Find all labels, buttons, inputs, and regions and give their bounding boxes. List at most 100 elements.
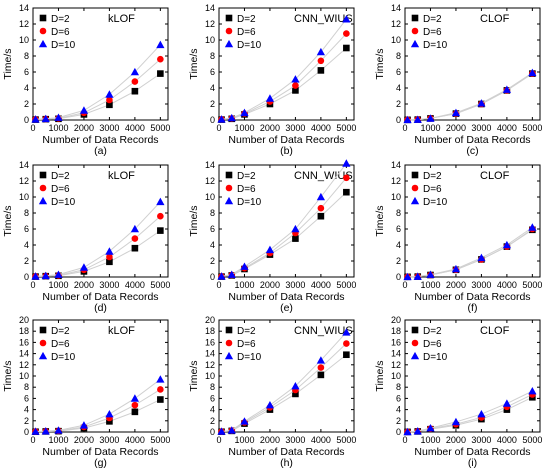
x-axis-title: Number of Data Records: [42, 446, 158, 458]
x-axis-title: Number of Data Records: [414, 446, 530, 458]
series-line-D2: [407, 396, 533, 433]
legend-marker-D6: [225, 184, 233, 192]
x-tick-label: 1000: [234, 123, 254, 133]
x-tick-label: 2000: [74, 280, 94, 290]
y-tick-label: 6: [210, 224, 215, 234]
y-tick-label: 14: [19, 160, 29, 170]
x-tick-label: 2000: [446, 280, 466, 290]
data-point-D10: [291, 224, 300, 233]
chart-title: CLOF: [480, 325, 510, 337]
data-point-D10: [528, 68, 537, 77]
data-point-D6: [106, 96, 113, 104]
data-point-D10: [451, 417, 461, 426]
legend-label: D=10: [237, 40, 262, 51]
y-tick-label: 4: [396, 405, 401, 415]
data-point-D10: [105, 409, 114, 418]
x-tick-label: 5000: [336, 280, 356, 290]
x-tick-label: 4000: [311, 123, 331, 133]
y-tick-label: 0: [24, 272, 29, 282]
data-point-D10: [502, 85, 512, 93]
series-line-D6: [35, 389, 161, 433]
y-tick-label: 4: [210, 240, 215, 250]
panel-label: (g): [94, 457, 107, 469]
data-point-D10: [79, 421, 89, 429]
panel-label: (a): [94, 145, 107, 157]
data-point-D10: [79, 263, 89, 271]
legend-marker-D6: [225, 27, 233, 35]
plot-frame: [404, 7, 541, 121]
data-point-D10: [426, 270, 435, 278]
y-tick-label: 20: [391, 315, 401, 325]
y-axis-title: Time/s: [374, 48, 386, 79]
panel-label: (f): [468, 302, 478, 314]
x-tick-label: 2000: [74, 435, 94, 445]
y-tick-label: 8: [24, 382, 29, 392]
legend-marker-D6: [411, 339, 419, 347]
panel-label: (e): [280, 302, 293, 314]
series-line-D2: [35, 399, 161, 433]
y-tick-label: 10: [205, 371, 215, 381]
series-line-D2: [221, 354, 347, 433]
legend-label: D=2: [423, 171, 442, 182]
data-point-D2: [157, 70, 164, 77]
x-tick-label: 0: [30, 123, 35, 133]
series-line-D10: [407, 72, 533, 121]
legend-marker-D10: [224, 196, 234, 205]
series-line-D6: [35, 215, 161, 277]
data-point-D10: [31, 427, 40, 435]
data-point-D2: [157, 396, 164, 403]
data-point-D6: [157, 55, 164, 63]
x-axis-title: Number of Data Records: [228, 291, 344, 303]
y-tick-label: 0: [396, 272, 401, 282]
x-tick-label: 0: [30, 280, 35, 290]
y-tick-label: 8: [210, 382, 215, 392]
x-tick-label: 1000: [234, 280, 254, 290]
legend-marker-D6: [39, 184, 47, 192]
data-point-D6: [343, 174, 350, 182]
series-line-D10: [35, 378, 161, 432]
y-tick-label: 0: [24, 115, 29, 125]
y-tick-label: 20: [205, 315, 215, 325]
panel-label: (i): [468, 457, 477, 469]
y-tick-label: 12: [391, 360, 401, 370]
x-axis-title: Number of Data Records: [228, 134, 344, 146]
legend-label: D=6: [237, 184, 256, 195]
y-tick-label: 4: [210, 405, 215, 415]
y-tick-label: 10: [205, 192, 215, 202]
data-point-D10: [41, 427, 50, 435]
y-tick-label: 18: [205, 326, 215, 336]
data-point-D6: [317, 364, 325, 371]
data-point-D10: [79, 106, 89, 114]
legend-label: D=2: [51, 14, 70, 25]
data-point-D10: [451, 264, 461, 273]
legend-label: D=6: [237, 339, 256, 350]
legend-marker-D2: [225, 14, 233, 22]
y-tick-label: 4: [210, 83, 215, 93]
data-point-D10: [265, 400, 275, 409]
data-point-D6: [131, 401, 139, 409]
x-tick-label: 4000: [497, 123, 517, 133]
y-tick-label: 12: [391, 19, 401, 29]
legend-label: D=2: [51, 326, 70, 337]
y-tick-label: 0: [24, 427, 29, 437]
y-tick-label: 12: [205, 360, 215, 370]
y-tick-label: 0: [210, 272, 215, 282]
x-tick-label: 5000: [150, 435, 170, 445]
data-point-D10: [528, 386, 537, 395]
y-tick-label: 0: [210, 427, 215, 437]
data-point-D10: [502, 399, 512, 407]
y-tick-label: 6: [210, 67, 215, 77]
legend-marker-D6: [39, 27, 47, 35]
series-line-D6: [35, 58, 161, 120]
data-point-D10: [265, 245, 275, 254]
y-tick-label: 6: [396, 67, 401, 77]
x-tick-label: 2000: [260, 280, 280, 290]
x-tick-label: 0: [402, 280, 407, 290]
chart-title: kLOF: [108, 13, 135, 25]
legend-label: D=6: [423, 184, 442, 195]
data-point-D10: [291, 75, 300, 83]
